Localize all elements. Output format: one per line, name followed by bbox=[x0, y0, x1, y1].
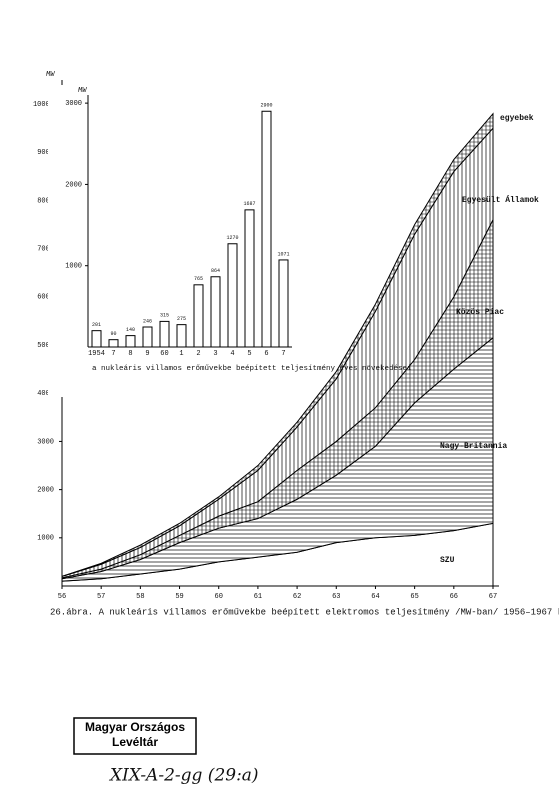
x-tick-label: 9 bbox=[145, 350, 149, 358]
y-tick-label: 7000 bbox=[37, 246, 54, 254]
x-tick-label: 64 bbox=[371, 593, 379, 601]
y-tick-label: 8000 bbox=[37, 197, 54, 205]
series-label: Közös Piac bbox=[456, 308, 504, 317]
bar bbox=[227, 243, 238, 348]
value-label: 864 bbox=[211, 268, 220, 274]
y-tick-label: 1000 bbox=[65, 263, 82, 271]
series-label: egyebek bbox=[500, 114, 534, 123]
stamp-text: Magyar Országos Levéltár bbox=[84, 720, 186, 749]
y-tick-label: 3000 bbox=[65, 100, 82, 108]
x-tick-label: 6 bbox=[264, 350, 268, 358]
y-tick-label: 5000 bbox=[37, 342, 54, 350]
x-tick-label: 7 bbox=[111, 350, 115, 358]
bar bbox=[193, 284, 204, 348]
bar bbox=[261, 110, 272, 348]
y-tick-label: 2000 bbox=[37, 486, 54, 494]
x-tick-label: 1954 bbox=[88, 350, 105, 358]
x-tick-label: 58 bbox=[136, 593, 144, 601]
x-tick-label: 67 bbox=[489, 593, 497, 601]
y-tick-label: 6000 bbox=[37, 294, 54, 302]
bar bbox=[142, 326, 153, 348]
x-tick-label: 60 bbox=[215, 593, 223, 601]
x-tick-label: 3 bbox=[213, 350, 217, 358]
value-label: 765 bbox=[194, 276, 203, 282]
value-label: 1071 bbox=[277, 251, 289, 257]
inset-caption: a nukleáris villamos erőművekbe beépítet… bbox=[92, 365, 412, 373]
x-tick-label: 65 bbox=[410, 593, 418, 601]
x-tick-label: 7 bbox=[281, 350, 285, 358]
y-tick-label: 2000 bbox=[65, 181, 82, 189]
area bbox=[61, 112, 494, 577]
inset-chart: MW10002000300020119549071408246931560275… bbox=[48, 85, 412, 397]
series-label: SZU bbox=[440, 556, 455, 565]
series-label: Egyesült Államok bbox=[462, 196, 539, 205]
value-label: 1270 bbox=[226, 235, 238, 241]
y-axis-label: MW bbox=[46, 71, 55, 79]
x-tick-label: 63 bbox=[332, 593, 340, 601]
y-tick-label: 1000 bbox=[37, 535, 54, 543]
x-tick-label: 4 bbox=[230, 350, 234, 358]
x-tick-label: 1 bbox=[179, 350, 183, 358]
value-label: 315 bbox=[160, 313, 169, 319]
bar bbox=[125, 335, 136, 348]
value-label: 201 bbox=[92, 322, 101, 328]
caption: 26.ábra. A nukleáris villamos erőművekbe… bbox=[50, 607, 559, 617]
bar bbox=[176, 324, 187, 348]
x-tick-label: 62 bbox=[293, 593, 301, 601]
y-tick-label: 10000 bbox=[33, 101, 54, 109]
x-tick-label: 59 bbox=[175, 593, 183, 601]
stamp: Magyar Országos Levéltár bbox=[73, 717, 197, 755]
y-axis-label: MW bbox=[78, 87, 87, 95]
bar bbox=[108, 339, 119, 348]
handwritten-note: XIX-A-2-gg (29:a) bbox=[108, 766, 259, 786]
x-tick-label: 5 bbox=[247, 350, 251, 358]
bar bbox=[210, 276, 221, 348]
x-tick-label: 61 bbox=[254, 593, 262, 601]
value-label: 246 bbox=[143, 318, 152, 324]
value-label: 90 bbox=[110, 331, 116, 337]
bar bbox=[91, 330, 102, 348]
main-chart: MW 1000 2000 3000 4000 5000 6000 7000 8000 9000 10… bbox=[33, 71, 539, 601]
value-label: 2900 bbox=[260, 103, 272, 109]
inset-bg bbox=[48, 85, 302, 397]
x-tick-label: 57 bbox=[97, 593, 105, 601]
x-tick-label: 66 bbox=[450, 593, 458, 601]
value-label: 140 bbox=[126, 327, 135, 333]
y-tick-label: 9000 bbox=[37, 149, 54, 157]
bar bbox=[278, 259, 289, 348]
x-tick-label: 56 bbox=[58, 593, 66, 601]
value-label: 275 bbox=[177, 316, 186, 322]
bar bbox=[159, 320, 170, 348]
series-label: Nagy-Britannia bbox=[440, 442, 507, 451]
x-tick-label: 60 bbox=[160, 350, 168, 358]
y-tick-label: 3000 bbox=[37, 438, 54, 446]
x-tick-label: 8 bbox=[128, 350, 132, 358]
bar bbox=[244, 209, 255, 348]
value-label: 1687 bbox=[243, 201, 255, 207]
y-tick-label: 4000 bbox=[37, 390, 54, 398]
x-tick-label: 2 bbox=[196, 350, 200, 358]
